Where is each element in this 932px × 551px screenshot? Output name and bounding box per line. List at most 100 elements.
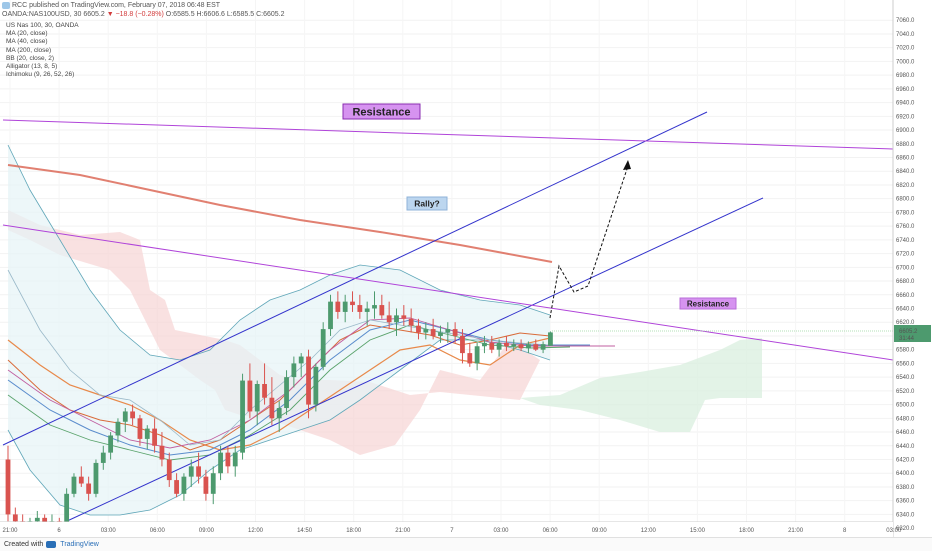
footer: Created with TradingView xyxy=(0,537,932,551)
upper-resistance-line xyxy=(2,119,894,150)
price-tick-label: 6540.0 xyxy=(896,375,915,381)
indicator-legend-item[interactable]: BB (20, close, 2) xyxy=(6,54,55,62)
indicator-legend-item[interactable]: Ichimoku (9, 26, 52, 26) xyxy=(6,71,75,79)
candle-body xyxy=(474,346,480,364)
candle-body xyxy=(276,408,282,419)
time-tick-label: 6 xyxy=(57,528,61,534)
last-price-tag: 6605.231:44 xyxy=(894,325,931,342)
price-change: ▼ −18.8 (−0.28%) xyxy=(106,11,164,18)
candle-body xyxy=(533,344,539,350)
time-tick-label: 03:00 xyxy=(101,528,117,534)
candle-body xyxy=(166,459,172,481)
price-tick-label: 6980.0 xyxy=(896,73,915,79)
price-tick-label: 7040.0 xyxy=(896,32,915,38)
candle-body xyxy=(137,418,143,439)
candle-body xyxy=(78,476,84,484)
candle-body xyxy=(445,329,451,333)
price-tick-label: 6400.0 xyxy=(896,471,915,477)
chart-header: RCC published on TradingView.com, Februa… xyxy=(2,1,285,19)
indicator-legend-item[interactable]: MA (20, close) xyxy=(6,30,48,38)
price-tick-label: 6460.0 xyxy=(896,430,915,436)
price-tick-label: 6940.0 xyxy=(896,101,915,107)
avatar-icon xyxy=(2,1,10,9)
time-tick-label: 8 xyxy=(843,528,847,534)
price-axis[interactable] xyxy=(893,0,932,537)
candle-body xyxy=(408,318,414,326)
time-tick-label: 12:00 xyxy=(248,528,264,534)
price-tick-label: 6760.0 xyxy=(896,224,915,230)
candle-body xyxy=(452,329,458,336)
annotation-resistance-top[interactable]: Resistance xyxy=(342,103,421,120)
symbol-text: OANDA:NAS100USD, 30 xyxy=(2,11,82,18)
last-price: 6605.2 xyxy=(83,11,105,18)
candle-body xyxy=(460,335,465,354)
candle-body xyxy=(159,445,165,460)
annotation-rally-box xyxy=(406,196,448,211)
indicator-legend: US Nas 100, 30, OANDA MA (20, close) MA (4… xyxy=(6,22,79,79)
time-tick-label: 7 xyxy=(450,528,454,534)
ma200-line xyxy=(7,164,553,263)
price-tag-value: 6605.2 xyxy=(899,329,918,335)
candle-body xyxy=(342,301,348,312)
time-tick-label: 18:00 xyxy=(346,528,362,534)
candle-body xyxy=(262,384,267,398)
candle-body xyxy=(64,493,70,525)
candle-body xyxy=(130,411,136,419)
price-tick-label: 6620.0 xyxy=(896,320,915,326)
indicator-legend-item[interactable]: US Nas 100, 30, OANDA xyxy=(6,22,79,29)
candle-body xyxy=(174,480,179,494)
indicator-legend-item[interactable]: MA (40, close) xyxy=(6,38,48,46)
candle-body xyxy=(386,315,392,323)
indicator-legend-item[interactable]: Alligator (13, 8, 5) xyxy=(6,63,58,71)
annotation-resistance-top-box xyxy=(342,103,421,120)
price-tick-label: 6880.0 xyxy=(896,142,915,148)
candle-body xyxy=(467,353,473,364)
price-tick-label: 6580.0 xyxy=(896,348,915,354)
time-tick-label: 03:00 xyxy=(886,528,902,534)
candle-body xyxy=(122,411,128,422)
price-tick-label: 6660.0 xyxy=(896,293,915,299)
candle-body xyxy=(379,305,385,316)
candle-body xyxy=(320,329,326,367)
price-tick-label: 6960.0 xyxy=(896,87,915,93)
candle-body xyxy=(210,473,216,494)
candle-body xyxy=(71,476,77,494)
candle-body xyxy=(269,397,275,419)
candle-body xyxy=(350,301,355,306)
price-tick-label: 6560.0 xyxy=(896,361,915,367)
candle-body xyxy=(5,459,11,515)
time-axis[interactable] xyxy=(0,522,893,537)
candle-body xyxy=(496,342,502,350)
price-tick-label: 6720.0 xyxy=(896,252,915,258)
candle-body xyxy=(526,344,531,349)
annotations[interactable]: Resistance Rally? Resistance xyxy=(342,103,737,310)
annotation-resistance-bottom[interactable]: Resistance xyxy=(679,297,737,310)
candle-body xyxy=(328,301,333,330)
bollinger-band-lines xyxy=(7,144,551,516)
candle-body xyxy=(240,380,245,453)
indicator-legend-item[interactable]: MA (200, close) xyxy=(6,46,52,54)
annotation-resistance-bottom-box xyxy=(679,297,737,310)
candle-body xyxy=(218,452,223,474)
price-tick-label: 6500.0 xyxy=(896,403,915,409)
moving-average-lines xyxy=(7,164,615,461)
price-tick-label: 6680.0 xyxy=(896,279,915,285)
candle-body xyxy=(12,514,18,522)
price-tick-label: 7020.0 xyxy=(896,46,915,52)
annotation-rally[interactable]: Rally? xyxy=(406,196,448,211)
candle-body xyxy=(401,315,407,319)
candle-body xyxy=(115,421,121,436)
candle-body xyxy=(504,342,509,347)
candle-body xyxy=(203,476,209,494)
candle-body xyxy=(423,329,429,333)
footer-brand[interactable]: TradingView xyxy=(60,541,99,548)
annotation-resistance-top-text: Resistance xyxy=(352,106,410,118)
time-tick-label: 21:00 xyxy=(2,528,18,534)
candle-body xyxy=(284,377,289,409)
annotation-resistance-bottom-text: Resistance xyxy=(687,299,730,308)
candle-body xyxy=(548,332,553,346)
ichimoku-cloud-green xyxy=(520,338,762,432)
symbol-line: OANDA:NAS100USD, 30 6605.2 ▼ −18.8 (−0.2… xyxy=(2,10,285,19)
price-tick-label: 6360.0 xyxy=(896,499,915,505)
